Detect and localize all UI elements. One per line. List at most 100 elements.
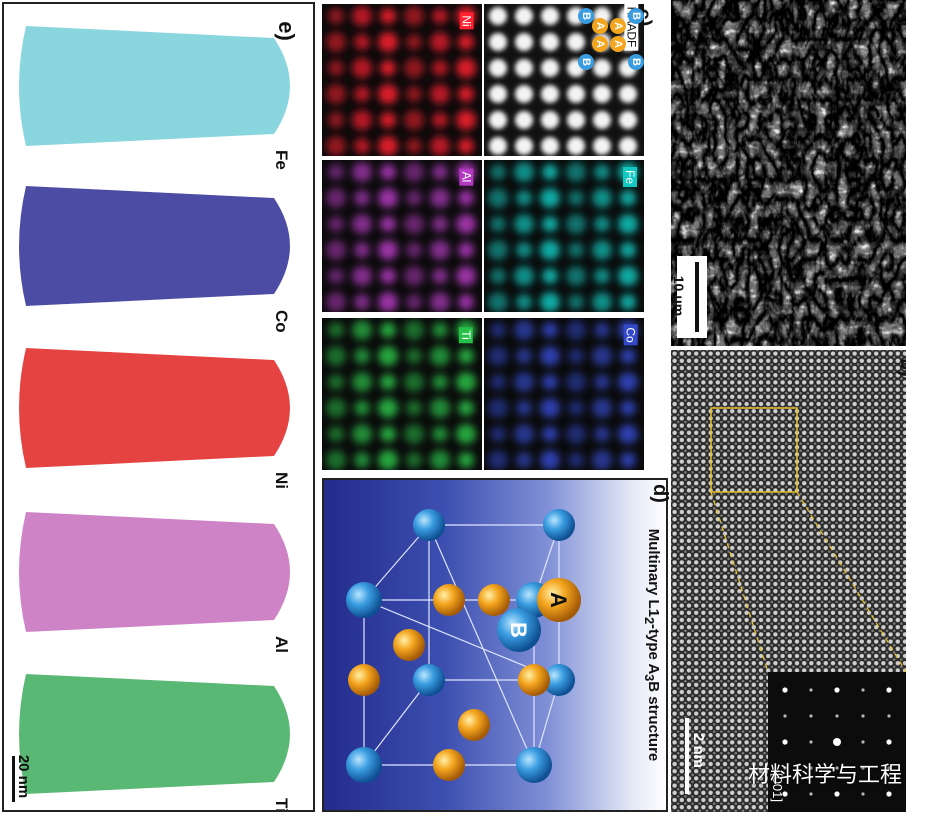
b-atoms [346, 509, 575, 783]
haadf-scale-bar [685, 718, 689, 794]
fft-spot [834, 791, 840, 797]
fft-spot [833, 738, 841, 746]
fft-spot [782, 687, 788, 693]
apt-cone-ti [19, 674, 290, 794]
a-atom [393, 629, 425, 661]
crystal-structure: A B [346, 509, 581, 783]
a-atom [458, 709, 490, 741]
fft-spot [886, 739, 892, 745]
fft-spot [887, 714, 891, 718]
panel-a-label: a) [895, 8, 906, 27]
atom-marker-a: A [610, 18, 626, 34]
fft-spot [783, 766, 787, 770]
b-atom [346, 582, 382, 618]
legend-a-atom [537, 578, 581, 622]
apt-element-label: Co [272, 310, 291, 333]
fft-spot [861, 740, 865, 744]
fft-spot [886, 791, 892, 797]
fft-spot [886, 687, 892, 693]
apt-element-label: Fe [272, 150, 291, 170]
b-atom [346, 747, 382, 783]
roi-box [710, 407, 798, 493]
fft-spot [834, 687, 840, 693]
sem-scale-box [677, 256, 707, 338]
fft-spot [861, 792, 865, 796]
fft-spot [782, 791, 788, 797]
atom-marker-b: B [578, 54, 594, 70]
eds-tag-ni: Ni [459, 12, 474, 30]
apt-element-label: Ti [272, 798, 291, 812]
atom-marker-a: A [592, 18, 608, 34]
b-atom [543, 509, 575, 541]
eds-map-co: Co [484, 318, 644, 470]
fft-spot [809, 714, 813, 718]
haadf-image [671, 350, 906, 812]
fft-spot [782, 739, 788, 745]
sem-image [671, 0, 906, 346]
a-atom [478, 584, 510, 616]
atom-marker-a: A [610, 36, 626, 52]
a-atom [518, 664, 550, 696]
b-atom [413, 664, 445, 696]
fft-spot [809, 766, 813, 770]
apt-element-label: Ni [272, 472, 291, 489]
apt-cone-co [19, 186, 290, 306]
atom-marker-b: B [578, 8, 594, 24]
panel-d: A B Multinary L12-type A3B structure [322, 478, 668, 812]
b-atom [543, 664, 575, 696]
apt-maps: Fe Co Ni Al Ti [19, 26, 291, 812]
panel-e: e) Fe Co Ni Al Ti 20 nm [2, 2, 315, 812]
fft-spot [809, 792, 813, 796]
panel-d-label: d) [648, 484, 671, 503]
eds-tag-co: Co [623, 324, 638, 346]
b-atom [413, 509, 445, 541]
apt-cone-ni [19, 348, 290, 468]
fft-spot [835, 766, 839, 770]
b-atom [516, 747, 552, 783]
fft-spot [809, 688, 813, 692]
eds-map-al: Al [322, 160, 482, 312]
eds-map-ti: Ti [322, 318, 482, 470]
a-atom [348, 664, 380, 696]
apt-cone-al [19, 512, 290, 632]
fft-spot [887, 766, 891, 770]
fft-spot [861, 766, 865, 770]
eds-tag-ti: Ti [458, 327, 473, 343]
panel-a: a) 10 μm [671, 0, 906, 346]
structure-title: Multinary L12-type A3B structure [642, 528, 662, 762]
eds-scale-bar [649, 400, 652, 462]
sem-scale-bar [695, 262, 699, 332]
atom-marker-a: A [592, 36, 608, 52]
fft-spot [861, 714, 865, 718]
atom-marker-b: B [628, 8, 644, 24]
legend-b-letter: B [506, 622, 531, 638]
apt-scale-text: 20 nm [15, 754, 33, 799]
legend-b-atom [497, 608, 541, 652]
watermark-text: 材料科学与工程 [747, 763, 902, 788]
eds-scale-text: 0.5 nm [651, 392, 668, 441]
a-atom [433, 749, 465, 781]
legend-a-letter: A [546, 592, 571, 608]
a-atom [433, 584, 465, 616]
eds-map-fe: Fe [484, 160, 644, 312]
eds-tag-fe: Fe [623, 166, 638, 188]
apt-scale-bar [12, 756, 15, 802]
apt-cone-fe [19, 26, 290, 146]
panel-b-label: b) [895, 358, 906, 377]
atom-marker-b: B [628, 54, 644, 70]
fft-spot [835, 714, 839, 718]
sem-scale-text: 10 μm [671, 275, 688, 317]
eds-map-ni: Ni [322, 4, 482, 156]
haadf-scale-text: 2 nm [690, 732, 708, 769]
fft-spot [809, 740, 813, 744]
fft-spot [861, 688, 865, 692]
a-atoms [348, 584, 550, 781]
eds-map-hadf: HAADF B A B A A A B B [484, 4, 644, 156]
panel-b: b) 2 nm [001] [671, 350, 906, 812]
apt-element-label: Al [272, 636, 291, 653]
eds-tag-al: Al [459, 168, 474, 186]
fft-spot [783, 714, 787, 718]
